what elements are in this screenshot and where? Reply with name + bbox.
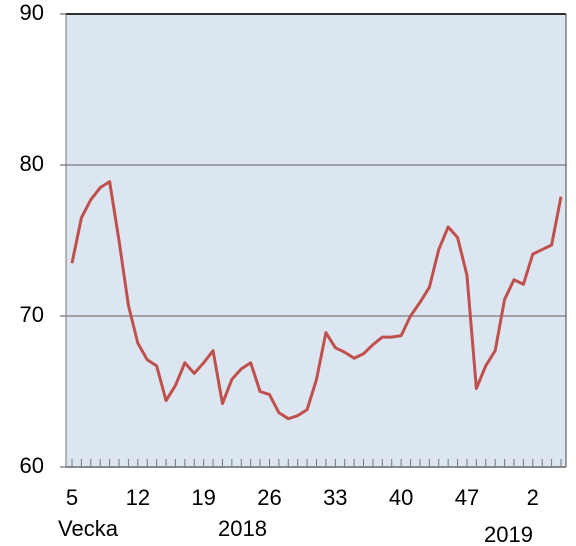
x-tick-label: 12 bbox=[126, 485, 150, 510]
x-tick-label: 33 bbox=[323, 485, 347, 510]
y-tick-label: 70 bbox=[20, 302, 44, 327]
annotation: 2018 bbox=[218, 516, 267, 541]
y-tick-label: 90 bbox=[20, 0, 44, 25]
annotation: Vecka bbox=[58, 516, 119, 541]
plot-area bbox=[66, 14, 566, 467]
annotation: 2019 bbox=[484, 522, 533, 546]
y-tick-label: 60 bbox=[20, 453, 44, 478]
x-tick-label: 5 bbox=[66, 485, 78, 510]
x-tick-label: 2 bbox=[527, 485, 539, 510]
x-tick-label: 47 bbox=[455, 485, 479, 510]
y-tick-label: 80 bbox=[20, 151, 44, 176]
data-line bbox=[70, 180, 563, 421]
x-tick-label: 26 bbox=[257, 485, 281, 510]
x-tick-label: 19 bbox=[191, 485, 215, 510]
x-tick-label: 40 bbox=[389, 485, 413, 510]
